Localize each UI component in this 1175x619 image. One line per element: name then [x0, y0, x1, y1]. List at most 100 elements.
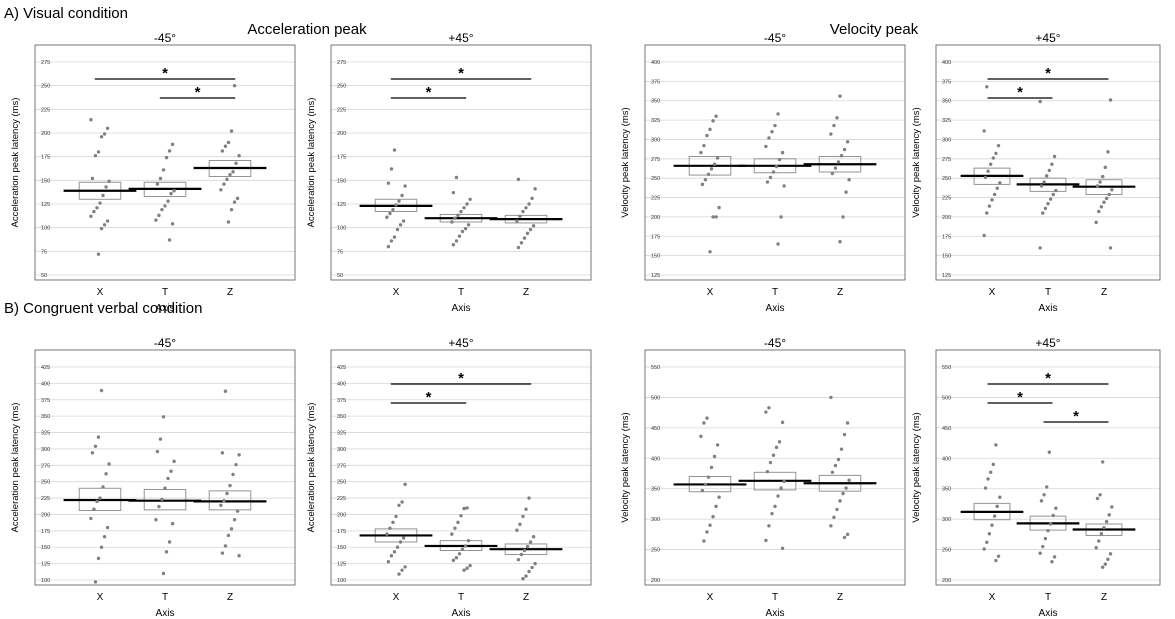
data-point — [528, 540, 533, 544]
data-point — [386, 559, 391, 564]
data-point — [1106, 557, 1110, 562]
chart-A-vel-p45: 125 150 175 200 225 250 275 300 325 350 375 400 +45°… — [911, 31, 1161, 314]
data-point — [522, 236, 527, 240]
data-point — [983, 175, 988, 180]
data-point — [522, 548, 527, 553]
data-point — [768, 460, 773, 465]
data-point — [161, 571, 166, 576]
data-point — [1043, 206, 1048, 211]
data-point — [842, 535, 847, 540]
data-point — [400, 568, 404, 572]
y-tick-label: 350 — [651, 99, 660, 105]
y-tick-label: 125 — [337, 202, 346, 208]
significance-star: * — [162, 65, 168, 82]
data-point — [397, 503, 401, 507]
data-point — [782, 184, 786, 188]
y-tick-label: 225 — [41, 107, 50, 113]
y-tick-label: 125 — [41, 202, 50, 208]
data-point — [232, 518, 237, 522]
data-point — [104, 472, 108, 476]
data-point — [389, 167, 394, 171]
panel-title: -45° — [764, 31, 786, 45]
data-point — [776, 242, 780, 246]
data-point — [1099, 205, 1104, 209]
data-point — [1046, 529, 1050, 533]
data-point — [705, 416, 709, 420]
data-point — [986, 169, 990, 173]
data-point — [222, 498, 226, 503]
data-point — [780, 546, 785, 551]
data-point — [829, 524, 833, 528]
data-point — [89, 118, 93, 122]
y-tick-label: 275 — [651, 157, 660, 163]
data-point — [518, 214, 522, 219]
data-point — [454, 239, 459, 243]
x-tick-label: X — [393, 592, 400, 603]
data-point — [90, 176, 95, 181]
y-tick-label: 175 — [337, 155, 346, 161]
y-tick-label: 225 — [337, 107, 346, 113]
data-point — [92, 507, 96, 511]
data-point — [985, 540, 989, 544]
data-point — [456, 520, 460, 525]
data-point — [986, 477, 990, 481]
x-tick-label: T — [1045, 287, 1051, 298]
data-point — [219, 503, 223, 507]
data-point — [702, 539, 706, 543]
x-tick-label: X — [989, 592, 996, 603]
data-point — [525, 231, 530, 236]
y-tick-label: 150 — [41, 545, 50, 551]
data-point — [714, 504, 718, 509]
data-point — [229, 129, 234, 133]
y-tick-label: 550 — [942, 365, 951, 371]
y-tick-label: 325 — [337, 431, 346, 437]
data-point — [392, 550, 397, 554]
y-tick-label: 200 — [41, 512, 50, 518]
data-point — [99, 226, 104, 231]
x-axis-label: Axis — [452, 608, 471, 619]
x-axis-label: Axis — [156, 608, 175, 619]
plot-frame — [644, 349, 906, 586]
data-point — [838, 239, 842, 244]
data-point — [157, 213, 161, 218]
y-tick-label: 250 — [337, 84, 346, 90]
data-point — [712, 162, 717, 166]
data-point — [524, 574, 528, 578]
significance-star: * — [195, 84, 201, 101]
y-tick-label: 75 — [337, 249, 343, 255]
data-point — [708, 250, 712, 254]
y-axis-label: Velocity peak latency (ms) — [911, 107, 922, 217]
data-point — [1106, 150, 1110, 154]
data-point — [998, 181, 1002, 185]
data-point — [107, 462, 111, 466]
data-point — [777, 440, 782, 444]
y-tick-label: 500 — [651, 395, 660, 401]
data-point — [1099, 532, 1104, 536]
chart-A-acc-m45: 50 75 100 125 150 175 200 225 250 275 -45° Accelera… — [10, 31, 296, 314]
plot-frame — [34, 349, 296, 586]
data-point — [1104, 196, 1109, 201]
data-point — [703, 482, 708, 487]
y-tick-label: 200 — [651, 215, 660, 221]
data-point — [1038, 551, 1042, 555]
data-point — [392, 235, 397, 239]
x-tick-label: Z — [227, 287, 233, 298]
data-point — [765, 469, 770, 474]
data-point — [163, 204, 167, 208]
x-tick-label: Z — [523, 287, 529, 298]
data-point — [462, 568, 466, 572]
y-tick-label: 250 — [651, 548, 660, 554]
data-point — [832, 123, 836, 128]
data-point — [105, 525, 110, 530]
data-point — [1107, 192, 1111, 197]
data-point — [172, 189, 176, 193]
data-point — [765, 180, 770, 184]
data-point — [93, 154, 98, 158]
data-point — [844, 190, 848, 194]
x-tick-label: Z — [227, 592, 233, 603]
data-point — [228, 172, 232, 177]
data-point — [515, 219, 519, 223]
data-point — [717, 205, 721, 210]
data-point — [93, 580, 98, 584]
data-point — [994, 558, 998, 563]
